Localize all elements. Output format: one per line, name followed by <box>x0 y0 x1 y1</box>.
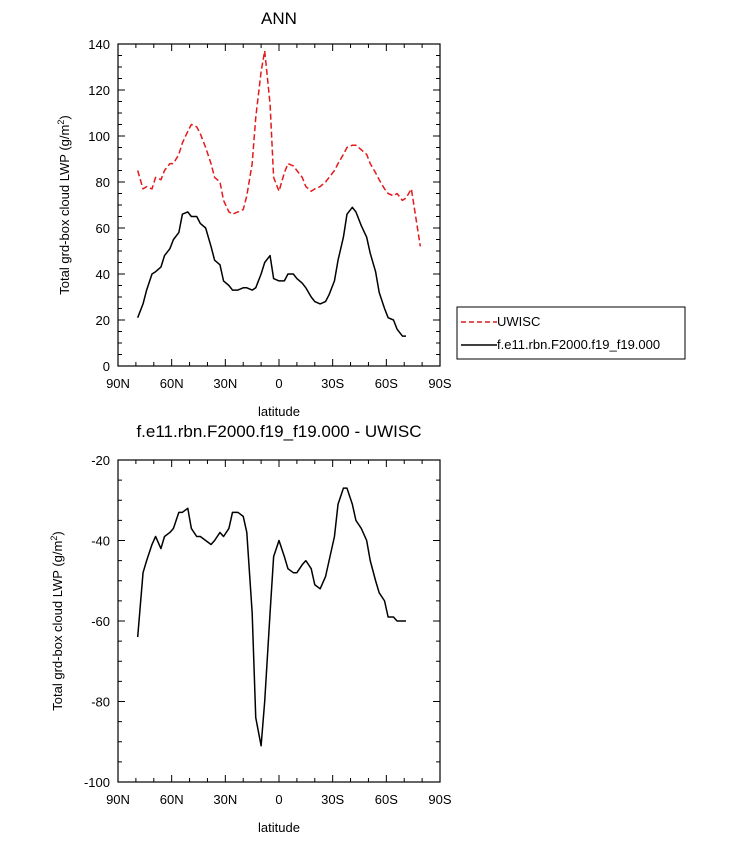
top-x-tick-label: 30S <box>321 376 344 391</box>
top-x-tick-label: 90S <box>428 376 451 391</box>
top-y-axis-label-text: Total grd-box cloud LWP (g/m <box>57 125 72 295</box>
bottom-y-tick-label: -80 <box>91 695 110 710</box>
bottom-x-tick-label: 60N <box>160 792 184 807</box>
top-y-tick-label: 40 <box>96 267 110 282</box>
legend-uwisc-label: UWISC <box>497 314 540 329</box>
top-y-tick-label: 80 <box>96 175 110 190</box>
bottom-x-tick-label: 0 <box>275 792 282 807</box>
top-y-tick-label: 100 <box>88 129 110 144</box>
top-x-tick-label: 0 <box>275 376 282 391</box>
top-y-tick-label: 0 <box>103 359 110 374</box>
bottom-plot-frame <box>117 459 441 783</box>
top-y-tick-label: 20 <box>96 313 110 328</box>
top-x-tick-label: 60S <box>375 376 398 391</box>
bottom-y-axis-label: Total grd-box cloud LWP (g/m2) <box>49 531 65 710</box>
bottom-y-tick-label: -40 <box>91 534 110 549</box>
legend-box <box>456 306 686 360</box>
top-panel: ANN 90N 60N 30N 0 30S 60S 90S 0 20 40 60 80 100 120 14… <box>56 9 452 419</box>
top-plot-frame <box>117 43 441 367</box>
y-axis-unit-close: ) <box>57 115 72 119</box>
top-series-line-model <box>136 206 407 337</box>
top-y-tick-label: 60 <box>96 221 110 236</box>
top-chart-title: ANN <box>261 9 297 28</box>
top-y-tick-label: 120 <box>88 83 110 98</box>
bottom-chart-title: f.e11.rbn.F2000.f19_f19.000 - UWISC <box>136 422 421 441</box>
y-axis-unit-superscript: 2 <box>49 536 59 541</box>
legend-model-label: f.e11.rbn.F2000.f19_f19.000 <box>497 337 660 352</box>
top-y-axis-label: Total grd-box cloud LWP (g/m2) <box>56 115 72 294</box>
bottom-y-tick-label: -20 <box>91 453 110 468</box>
bottom-x-tick-label: 30S <box>321 792 344 807</box>
bottom-x-tick-label: 60S <box>375 792 398 807</box>
bottom-panel: f.e11.rbn.F2000.f19_f19.000 - UWISC 90N 6… <box>49 422 452 835</box>
top-x-tick-label: 90N <box>106 376 130 391</box>
top-x-axis-label: latitude <box>258 404 300 419</box>
bottom-x-tick-label: 30N <box>213 792 237 807</box>
bottom-x-tick-label: 90S <box>428 792 451 807</box>
legend: UWISC f.e11.rbn.F2000.f19_f19.000 <box>456 306 686 360</box>
bottom-y-tick-label: -100 <box>84 775 110 790</box>
top-x-tick-label: 60N <box>160 376 184 391</box>
bottom-x-axis-label: latitude <box>258 820 300 835</box>
y-axis-unit-close: ) <box>50 531 65 535</box>
y-axis-unit-superscript: 2 <box>56 120 66 125</box>
bottom-y-axis-label-text: Total grd-box cloud LWP (g/m <box>50 541 65 711</box>
bottom-x-tick-label: 90N <box>106 792 130 807</box>
top-x-tick-label: 30N <box>213 376 237 391</box>
top-y-tick-label: 140 <box>88 37 110 52</box>
bottom-y-tick-label: -60 <box>91 614 110 629</box>
bottom-series-line-model <box>136 487 407 747</box>
top-series-line-uwisc <box>136 50 422 247</box>
